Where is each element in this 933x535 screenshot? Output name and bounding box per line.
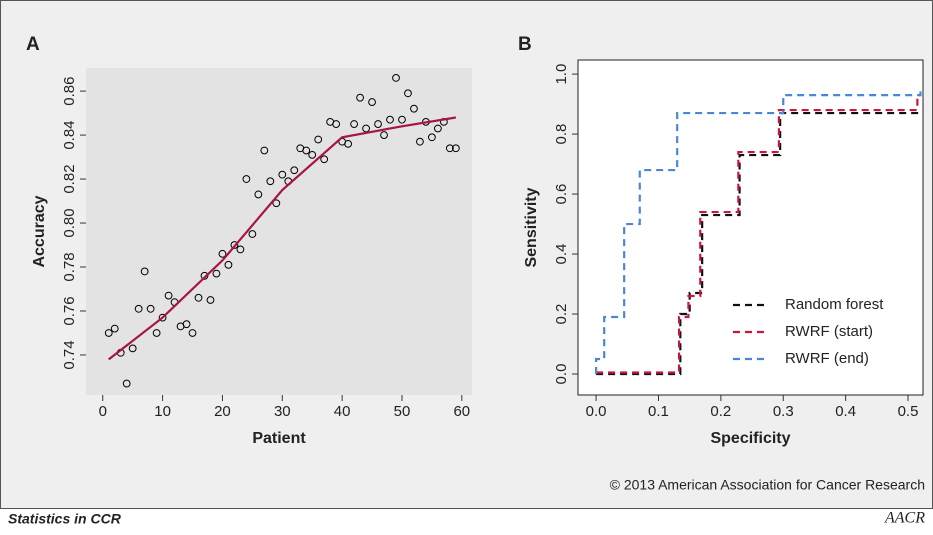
legend-label: RWRF (end)	[785, 350, 869, 367]
point	[344, 139, 353, 148]
x-tick-label: 0.3	[773, 403, 794, 420]
point	[242, 175, 251, 183]
point	[146, 304, 155, 313]
copyright: © 2013 American Association for Cancer R…	[610, 477, 925, 493]
plot-area	[577, 59, 924, 396]
plot-area	[86, 68, 472, 395]
legend-label: RWRF (start)	[785, 323, 873, 340]
point	[278, 170, 287, 179]
point	[218, 249, 227, 258]
y-tick-label: 0.6	[553, 184, 570, 205]
point	[254, 190, 263, 199]
x-axis-title: Patient	[252, 430, 306, 447]
point	[134, 304, 143, 313]
x-tick-label: 0	[99, 403, 107, 420]
point	[392, 73, 400, 82]
point	[248, 230, 257, 238]
point	[398, 115, 406, 124]
point	[290, 166, 299, 175]
y-tick-label: 0.8	[553, 124, 570, 145]
point	[128, 344, 137, 353]
point	[206, 296, 215, 304]
x-axis-title: Specificity	[710, 430, 790, 447]
y-tick-label: 0.80	[61, 208, 78, 237]
line	[596, 111, 921, 376]
x-tick-label: 0.4	[835, 403, 856, 420]
point	[188, 329, 197, 337]
point	[332, 120, 341, 128]
point	[350, 120, 359, 128]
point	[428, 133, 436, 142]
point	[230, 241, 239, 249]
point	[224, 260, 233, 269]
line	[108, 116, 457, 361]
y-tick-label: 1.0	[553, 64, 570, 85]
x-tick-label: 0.1	[648, 403, 669, 420]
legend-label: Random forest	[785, 296, 884, 313]
point	[140, 267, 149, 276]
point	[416, 137, 424, 146]
point	[164, 291, 173, 300]
y-tick-label: 0.0	[553, 364, 570, 385]
point	[122, 379, 131, 388]
y-tick-label: 0.84	[61, 120, 78, 149]
point	[104, 329, 113, 337]
point	[380, 131, 388, 139]
x-tick-label: 10	[154, 403, 171, 420]
point	[445, 144, 454, 153]
y-tick-label: 0.76	[61, 296, 78, 325]
point	[152, 329, 161, 337]
y-tick-label: 0.86	[61, 76, 78, 105]
point	[158, 313, 167, 322]
panel-label: A	[26, 34, 40, 55]
footer-title: Statistics in CCR	[8, 511, 122, 527]
point	[194, 293, 203, 302]
y-tick-label: 0.74	[61, 340, 78, 369]
point	[320, 155, 329, 164]
x-tick-label: 0.5	[898, 403, 919, 420]
point	[368, 98, 376, 106]
point	[356, 93, 364, 102]
y-tick-label: 0.82	[61, 164, 78, 193]
point	[410, 104, 418, 113]
point	[110, 324, 119, 333]
panel-label: B	[518, 34, 532, 55]
y-tick-label: 0.4	[553, 244, 570, 265]
x-tick-label: 20	[214, 403, 231, 420]
footer-logo: AACR	[884, 510, 925, 527]
x-tick-label: 50	[394, 403, 411, 420]
point	[308, 150, 317, 159]
point	[236, 245, 245, 254]
point	[266, 177, 275, 186]
point	[451, 144, 460, 153]
point	[404, 89, 412, 98]
y-axis-title: Accuracy	[31, 195, 48, 267]
x-tick-label: 0.0	[586, 403, 607, 420]
point	[272, 199, 281, 208]
y-axis-title: Sensitivity	[523, 187, 540, 267]
point	[433, 124, 442, 133]
x-tick-label: 40	[334, 403, 351, 420]
point	[182, 320, 191, 329]
point	[386, 115, 394, 124]
point	[314, 135, 323, 144]
x-tick-label: 60	[453, 403, 470, 420]
point	[302, 146, 311, 155]
point	[374, 120, 382, 128]
point	[260, 146, 269, 155]
line	[594, 89, 922, 375]
y-tick-label: 0.78	[61, 252, 78, 281]
x-tick-label: 30	[274, 403, 291, 420]
point	[212, 269, 221, 278]
x-tick-label: 0.2	[710, 403, 731, 420]
y-tick-label: 0.2	[553, 304, 570, 325]
